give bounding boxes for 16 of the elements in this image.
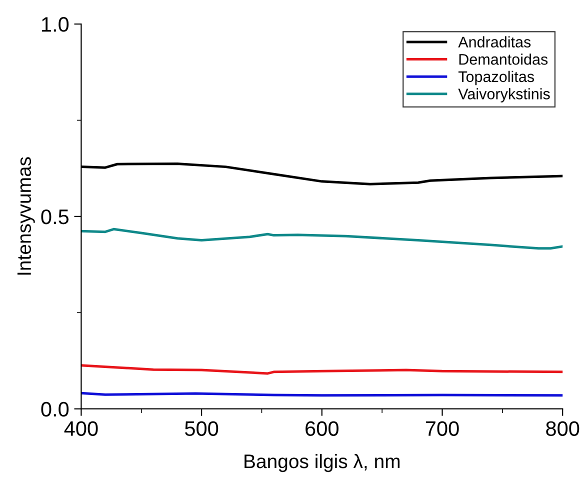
line-series <box>81 228 563 250</box>
y-tick-label: 1.0 <box>42 17 69 32</box>
line-series <box>81 364 563 375</box>
legend-label: Topazolitas <box>458 70 534 86</box>
legend-label: Vaivorykstinis <box>458 88 550 102</box>
legend-label: Andraditas <box>458 36 531 48</box>
x-tick-label: 800 <box>546 421 580 436</box>
x-tick-label: 400 <box>64 421 98 436</box>
y-tick-label: 0.0 <box>41 402 69 417</box>
y-axis-title: Intensyvumas <box>17 157 35 275</box>
y-tick-label: 0.5 <box>41 209 69 224</box>
legend-label: Demantoidas <box>459 54 548 65</box>
x-axis-title: Bangos ilgis λ, nm <box>244 454 400 472</box>
x-tick-label: 700 <box>426 421 459 436</box>
x-tick-label: 600 <box>306 421 338 436</box>
x-tick-label: 500 <box>185 421 218 436</box>
